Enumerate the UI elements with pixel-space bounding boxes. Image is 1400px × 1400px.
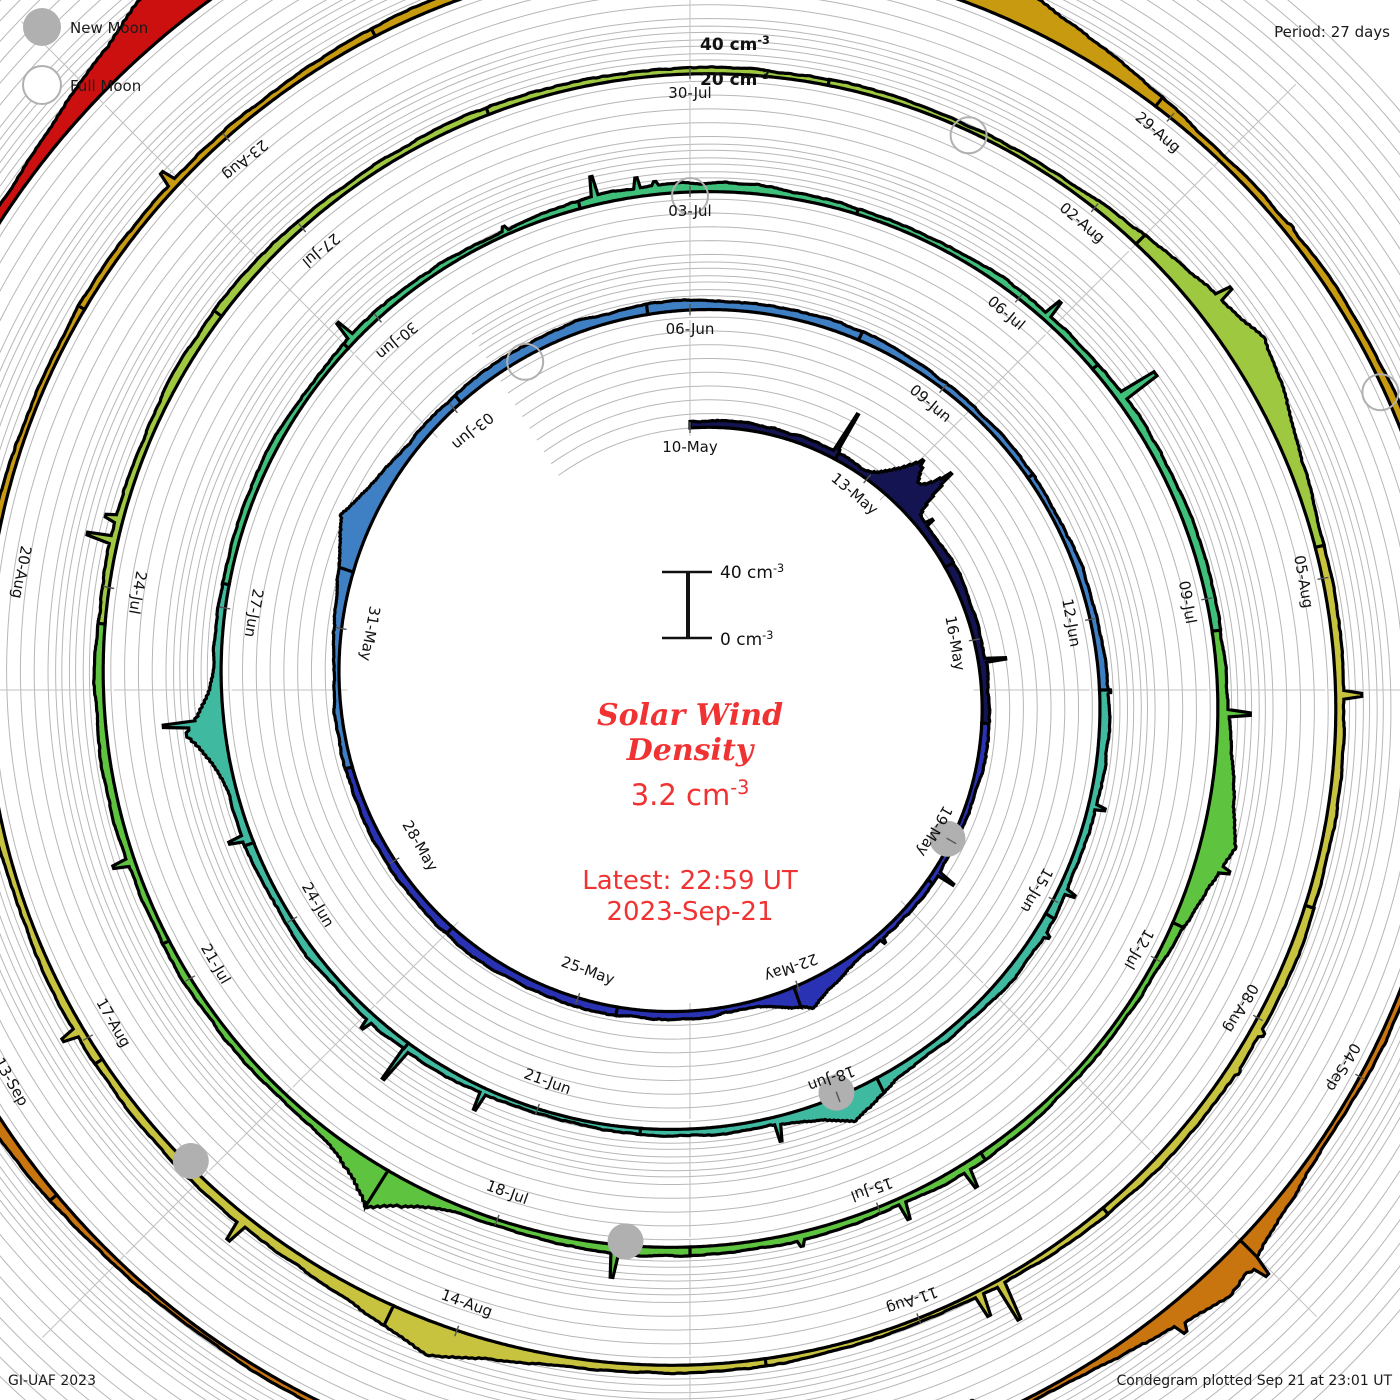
scale-bar-bottom-label: 0 cm-3: [720, 629, 773, 651]
center-readout: Solar Wind Density 3.2 cm-3 Latest: 22:5…: [582, 698, 798, 927]
current-value-number: 3.2 cm: [631, 778, 731, 812]
current-value: 3.2 cm-3: [631, 776, 750, 813]
date-tick-mark: [534, 1103, 540, 1115]
date-tick-label: 10-May: [662, 438, 718, 456]
legend-new-moon-label: New Moon: [70, 19, 148, 37]
date-tick-mark: [1166, 112, 1175, 122]
date-tick-mark: [222, 132, 231, 143]
plot-title-line2: Density: [626, 733, 756, 768]
legend-full-moon-label: Full Moon: [70, 77, 141, 95]
date-tick-mark: [449, 403, 458, 414]
full-moon-marker: [949, 116, 988, 155]
date-tick-label: 30-Jul: [668, 84, 711, 102]
center-scale-bar: 40 cm-3 0 cm-3: [662, 562, 784, 651]
date-tick-mark: [875, 1202, 881, 1214]
outer-scale-40: 40 cm-3: [700, 34, 770, 56]
scale-bar-bottom-sup: -3: [762, 629, 773, 642]
date-tick-mark: [1014, 293, 1023, 303]
date-tick-mark: [373, 313, 383, 323]
date-tick-mark: [1150, 955, 1161, 963]
date-tick-mark: [968, 638, 980, 642]
date-tick-mark: [219, 606, 231, 610]
credit-left: GI-UAF 2023: [8, 1373, 96, 1389]
date-tick-mark: [298, 223, 307, 233]
scale-bar-bottom-value: 0 cm: [720, 630, 762, 650]
plot-title-line1: Solar Wind: [597, 698, 783, 733]
full-moon-marker: [506, 342, 545, 381]
date-tick-label: 03-Jul: [668, 202, 711, 220]
new-moon-marker: [607, 1223, 644, 1260]
date-tick-mark: [494, 1214, 500, 1226]
scale-bar-top-value: 40 cm: [720, 563, 773, 583]
full-moon-icon: [22, 65, 62, 105]
date-tick-mark: [185, 975, 196, 982]
latest-date: 2023-Sep-21: [606, 897, 773, 927]
date-tick-mark: [103, 585, 115, 590]
new-moon-icon: [23, 8, 61, 46]
date-tick-mark: [1201, 597, 1213, 601]
date-tick-label: 06-Jun: [666, 320, 715, 338]
date-tick-mark: [863, 474, 872, 484]
outer-scale-20: 20 cm-3: [700, 69, 770, 91]
date-tick-mark: [82, 1034, 94, 1041]
scale-bar-top-sup: -3: [773, 562, 784, 575]
full-moon-marker: [671, 177, 709, 215]
outer-scale-40-sup: -3: [757, 34, 769, 47]
outer-scale-40-value: 40 cm: [700, 35, 757, 55]
date-tick-mark: [946, 837, 957, 845]
legend: New Moon Full Moon: [22, 8, 148, 105]
full-moon-marker: [1361, 373, 1400, 412]
date-tick-mark: [1048, 896, 1059, 904]
new-moon-marker: [172, 1143, 209, 1179]
scale-bar-top-label: 40 cm-3: [720, 562, 784, 584]
date-tick-mark: [835, 1091, 841, 1103]
radial-spoke: [21, 21, 438, 438]
date-tick-mark: [575, 992, 581, 1004]
outer-scale-20-value: 20 cm: [700, 70, 757, 90]
date-tick-mark: [1317, 576, 1329, 580]
current-value-sup: -3: [730, 776, 749, 799]
date-tick-mark: [938, 383, 948, 394]
radial-spoke: [900, 900, 1318, 1318]
date-tick-mark: [916, 1313, 922, 1325]
date-tick-mark: [389, 857, 400, 864]
date-tick-mark: [1355, 1073, 1366, 1081]
date-tick-mark: [287, 916, 298, 923]
date-tick-mark: [1084, 617, 1097, 621]
period-label: Period: 27 days: [1274, 23, 1390, 41]
radial-spoke: [42, 921, 459, 1338]
date-tick-mark: [1090, 203, 1099, 213]
date-tick-mark: [795, 980, 801, 992]
date-tick-mark: [335, 626, 347, 631]
date-tick-mark: [1252, 1014, 1264, 1022]
outer-scale-20-sup: -3: [757, 69, 769, 82]
credit-right: Condegram plotted Sep 21 at 23:01 UT: [1116, 1373, 1392, 1389]
outer-scale-labels: 40 cm-3 20 cm-3: [700, 34, 770, 91]
date-tick-mark: [454, 1325, 460, 1337]
latest-time: Latest: 22:59 UT: [582, 866, 798, 896]
